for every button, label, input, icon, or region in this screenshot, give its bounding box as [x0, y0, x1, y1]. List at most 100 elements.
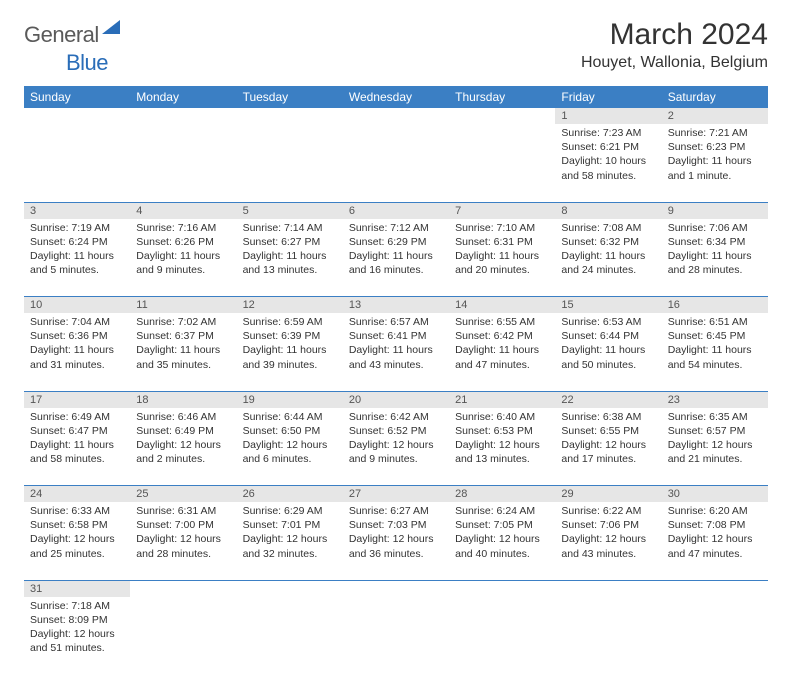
day-cell: [237, 124, 343, 202]
day-number-cell: 19: [237, 391, 343, 408]
day-number-row: 12: [24, 108, 768, 124]
day-content: Sunrise: 7:19 AMSunset: 6:24 PMDaylight:…: [24, 219, 130, 282]
sunset-text: Sunset: 7:08 PM: [668, 518, 762, 532]
day-cell: Sunrise: 7:23 AMSunset: 6:21 PMDaylight:…: [555, 124, 661, 202]
day-cell: Sunrise: 6:22 AMSunset: 7:06 PMDaylight:…: [555, 502, 661, 580]
day-number-cell: 9: [662, 202, 768, 219]
daylight-line2: and 13 minutes.: [243, 263, 337, 277]
logo: General: [24, 22, 124, 48]
daylight-line2: and 54 minutes.: [668, 358, 762, 372]
day-content: Sunrise: 6:57 AMSunset: 6:41 PMDaylight:…: [343, 313, 449, 376]
title-block: March 2024 Houyet, Wallonia, Belgium: [581, 18, 768, 72]
sunrise-text: Sunrise: 6:35 AM: [668, 410, 762, 424]
daylight-line2: and 17 minutes.: [561, 452, 655, 466]
day-number-cell: 13: [343, 297, 449, 314]
sunrise-text: Sunrise: 6:46 AM: [136, 410, 230, 424]
daylight-line2: and 20 minutes.: [455, 263, 549, 277]
day-number-cell: 28: [449, 486, 555, 503]
day-number-cell: [24, 108, 130, 124]
sunrise-text: Sunrise: 7:06 AM: [668, 221, 762, 235]
day-content: Sunrise: 6:49 AMSunset: 6:47 PMDaylight:…: [24, 408, 130, 471]
day-content: Sunrise: 7:14 AMSunset: 6:27 PMDaylight:…: [237, 219, 343, 282]
day-number-cell: 4: [130, 202, 236, 219]
sunrise-text: Sunrise: 7:23 AM: [561, 126, 655, 140]
sunset-text: Sunset: 6:37 PM: [136, 329, 230, 343]
day-number-cell: [662, 580, 768, 597]
page: General March 2024 Houyet, Wallonia, Bel…: [0, 0, 792, 693]
day-cell: Sunrise: 6:51 AMSunset: 6:45 PMDaylight:…: [662, 313, 768, 391]
day-number-cell: 23: [662, 391, 768, 408]
sunrise-text: Sunrise: 6:42 AM: [349, 410, 443, 424]
daylight-line2: and 28 minutes.: [668, 263, 762, 277]
daylight-line2: and 43 minutes.: [349, 358, 443, 372]
sunrise-text: Sunrise: 6:33 AM: [30, 504, 124, 518]
daylight-line1: Daylight: 11 hours: [30, 343, 124, 357]
day-content: Sunrise: 6:46 AMSunset: 6:49 PMDaylight:…: [130, 408, 236, 471]
day-content: Sunrise: 6:53 AMSunset: 6:44 PMDaylight:…: [555, 313, 661, 376]
day-number-cell: [237, 580, 343, 597]
daylight-line1: Daylight: 12 hours: [243, 532, 337, 546]
weekday-header: Thursday: [449, 86, 555, 108]
sunrise-text: Sunrise: 6:57 AM: [349, 315, 443, 329]
day-cell: [130, 124, 236, 202]
day-cell: Sunrise: 7:08 AMSunset: 6:32 PMDaylight:…: [555, 219, 661, 297]
day-content: Sunrise: 6:59 AMSunset: 6:39 PMDaylight:…: [237, 313, 343, 376]
sunset-text: Sunset: 6:21 PM: [561, 140, 655, 154]
day-content: Sunrise: 6:27 AMSunset: 7:03 PMDaylight:…: [343, 502, 449, 565]
daylight-line1: Daylight: 11 hours: [349, 249, 443, 263]
sunset-text: Sunset: 6:47 PM: [30, 424, 124, 438]
day-content: Sunrise: 6:22 AMSunset: 7:06 PMDaylight:…: [555, 502, 661, 565]
day-cell: Sunrise: 7:12 AMSunset: 6:29 PMDaylight:…: [343, 219, 449, 297]
day-content: Sunrise: 7:06 AMSunset: 6:34 PMDaylight:…: [662, 219, 768, 282]
daylight-line1: Daylight: 12 hours: [668, 438, 762, 452]
daylight-line1: Daylight: 11 hours: [561, 343, 655, 357]
day-cell: Sunrise: 6:42 AMSunset: 6:52 PMDaylight:…: [343, 408, 449, 486]
sunrise-text: Sunrise: 6:40 AM: [455, 410, 549, 424]
weekday-header: Sunday: [24, 86, 130, 108]
daylight-line2: and 36 minutes.: [349, 547, 443, 561]
day-number-cell: 26: [237, 486, 343, 503]
day-cell: Sunrise: 6:44 AMSunset: 6:50 PMDaylight:…: [237, 408, 343, 486]
day-content: Sunrise: 6:44 AMSunset: 6:50 PMDaylight:…: [237, 408, 343, 471]
sunrise-text: Sunrise: 6:22 AM: [561, 504, 655, 518]
daylight-line1: Daylight: 12 hours: [349, 532, 443, 546]
sunset-text: Sunset: 6:34 PM: [668, 235, 762, 249]
day-number-row: 10111213141516: [24, 297, 768, 314]
day-content-row: Sunrise: 6:33 AMSunset: 6:58 PMDaylight:…: [24, 502, 768, 580]
sunrise-text: Sunrise: 7:08 AM: [561, 221, 655, 235]
logo-text-blue: Blue: [66, 50, 108, 75]
weekday-header: Friday: [555, 86, 661, 108]
weekday-header: Tuesday: [237, 86, 343, 108]
sunset-text: Sunset: 8:09 PM: [30, 613, 124, 627]
day-content: Sunrise: 6:55 AMSunset: 6:42 PMDaylight:…: [449, 313, 555, 376]
daylight-line1: Daylight: 12 hours: [668, 532, 762, 546]
weekday-header: Monday: [130, 86, 236, 108]
daylight-line2: and 13 minutes.: [455, 452, 549, 466]
daylight-line2: and 39 minutes.: [243, 358, 337, 372]
sunset-text: Sunset: 6:49 PM: [136, 424, 230, 438]
day-cell: [343, 124, 449, 202]
day-content-row: Sunrise: 7:23 AMSunset: 6:21 PMDaylight:…: [24, 124, 768, 202]
daylight-line1: Daylight: 11 hours: [243, 249, 337, 263]
day-content: Sunrise: 7:21 AMSunset: 6:23 PMDaylight:…: [662, 124, 768, 187]
day-cell: Sunrise: 7:04 AMSunset: 6:36 PMDaylight:…: [24, 313, 130, 391]
calendar-body: 12Sunrise: 7:23 AMSunset: 6:21 PMDayligh…: [24, 108, 768, 675]
daylight-line1: Daylight: 11 hours: [455, 343, 549, 357]
logo-text-general: General: [24, 22, 99, 48]
daylight-line2: and 21 minutes.: [668, 452, 762, 466]
daylight-line1: Daylight: 11 hours: [243, 343, 337, 357]
day-content: Sunrise: 7:23 AMSunset: 6:21 PMDaylight:…: [555, 124, 661, 187]
daylight-line1: Daylight: 12 hours: [349, 438, 443, 452]
daylight-line1: Daylight: 11 hours: [136, 249, 230, 263]
day-cell: [130, 597, 236, 675]
day-number-cell: 2: [662, 108, 768, 124]
day-cell: Sunrise: 6:24 AMSunset: 7:05 PMDaylight:…: [449, 502, 555, 580]
sunrise-text: Sunrise: 6:27 AM: [349, 504, 443, 518]
sunset-text: Sunset: 6:50 PM: [243, 424, 337, 438]
day-number-row: 17181920212223: [24, 391, 768, 408]
day-cell: Sunrise: 6:35 AMSunset: 6:57 PMDaylight:…: [662, 408, 768, 486]
day-cell: Sunrise: 6:57 AMSunset: 6:41 PMDaylight:…: [343, 313, 449, 391]
sunrise-text: Sunrise: 6:53 AM: [561, 315, 655, 329]
sunrise-text: Sunrise: 7:21 AM: [668, 126, 762, 140]
sunset-text: Sunset: 6:53 PM: [455, 424, 549, 438]
